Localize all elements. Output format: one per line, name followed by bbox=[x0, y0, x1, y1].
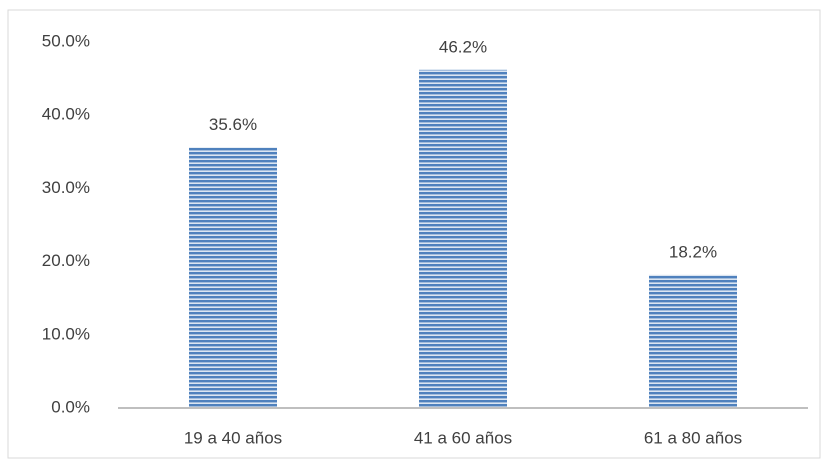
bar bbox=[189, 147, 277, 408]
x-tick-label: 41 a 60 años bbox=[414, 428, 512, 447]
data-label: 35.6% bbox=[209, 115, 257, 134]
data-label: 18.2% bbox=[669, 242, 717, 261]
y-tick-label: 20.0% bbox=[42, 251, 90, 270]
y-tick-label: 40.0% bbox=[42, 105, 90, 124]
x-tick-label: 61 a 80 años bbox=[644, 428, 742, 447]
y-tick-label: 30.0% bbox=[42, 178, 90, 197]
bar bbox=[419, 69, 507, 408]
x-tick-label: 19 a 40 años bbox=[184, 428, 282, 447]
y-tick-label: 50.0% bbox=[42, 31, 90, 50]
y-tick-label: 10.0% bbox=[42, 324, 90, 343]
bar bbox=[649, 274, 737, 408]
data-label: 46.2% bbox=[439, 37, 487, 56]
y-tick-label: 0.0% bbox=[51, 397, 90, 416]
